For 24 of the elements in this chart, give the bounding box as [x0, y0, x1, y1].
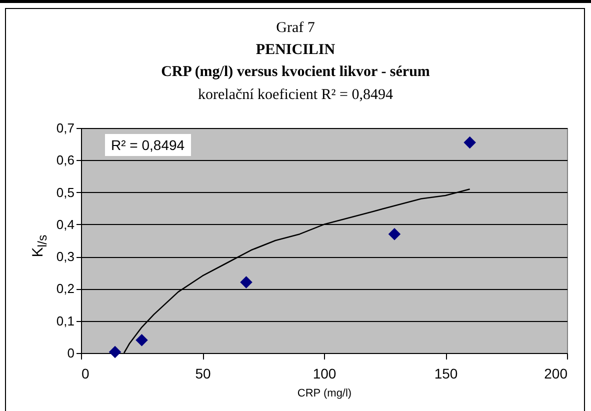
- chart-title: Graf 7: [275, 20, 316, 37]
- y-tick-label: 0,6: [56, 152, 74, 168]
- y-tick-label: 0,5: [56, 184, 74, 200]
- point: [240, 276, 252, 288]
- chart-subtitle: PENICILIN: [254, 42, 336, 59]
- x-tick-label: 100: [312, 366, 336, 382]
- annotation: R² = 0,8494: [105, 134, 191, 156]
- y-tick-label: 0,3: [56, 249, 74, 264]
- y-tick-label: 0,4: [56, 216, 74, 232]
- y-tick-label: 0,2: [56, 281, 74, 296]
- y-tick-label: 0: [67, 346, 74, 360]
- text: CRP (mg/l) versus kvocient likvor - sérum: [160, 64, 431, 81]
- point: [388, 228, 401, 240]
- x-tick-label: 150: [434, 366, 458, 382]
- x-tick-label: 0: [82, 366, 90, 382]
- point: [136, 334, 148, 346]
- x-axis-title: CRP (mg/l): [297, 388, 352, 400]
- point: [464, 136, 476, 149]
- text: korelační koeficient R² = 0,8494: [197, 87, 394, 104]
- y-tick-label: 0,1: [56, 313, 74, 328]
- point: [108, 346, 122, 358]
- x-tick-label: 200: [544, 366, 568, 382]
- x-tick-label: 50: [195, 366, 211, 382]
- y-tick-label: 0,7: [56, 120, 74, 136]
